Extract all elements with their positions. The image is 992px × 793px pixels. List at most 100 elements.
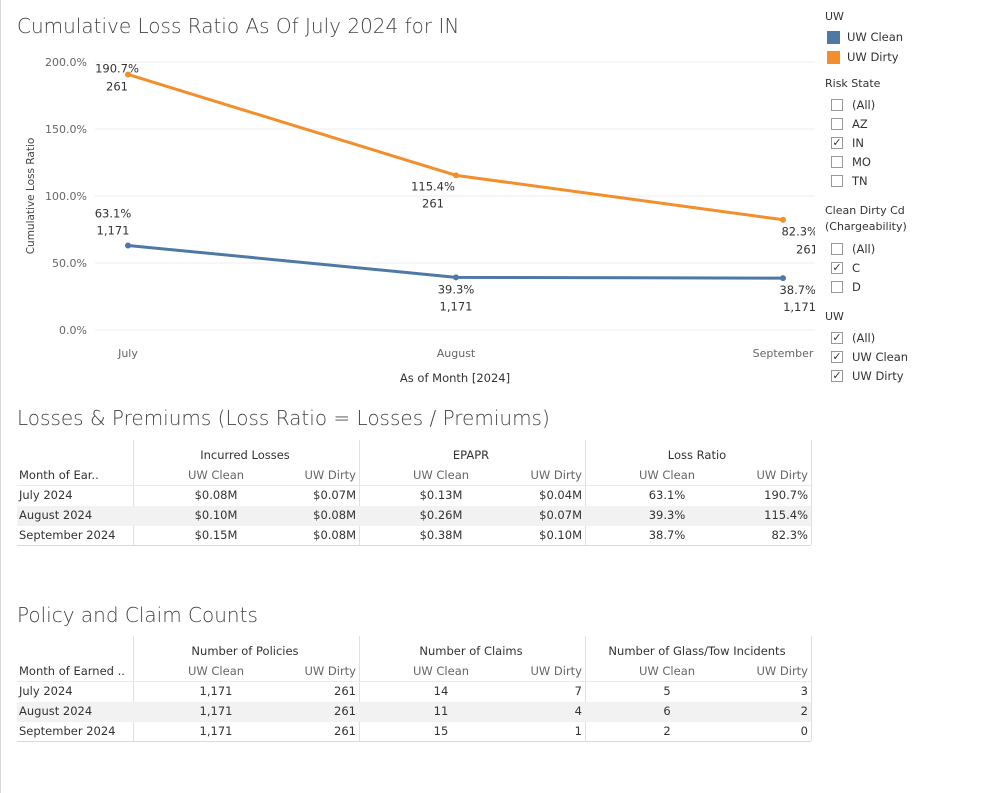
column-separator [359, 636, 360, 741]
losses-cell: $0.08M [313, 528, 356, 542]
risk-state-option-label[interactable]: TN [852, 174, 868, 188]
table2-title: Policy and Claim Counts [17, 603, 258, 627]
counts-group-header: Number of Glass/Tow Incidents [608, 644, 786, 658]
header-rule [17, 681, 811, 682]
x-tick-label: July [117, 347, 138, 360]
header-rule [17, 485, 811, 486]
uw-option-label[interactable]: (All) [852, 331, 876, 345]
data-point [453, 172, 459, 179]
counts-row-month: July 2024 [19, 684, 73, 698]
losses-subheader: UW Dirty [530, 468, 582, 482]
data-label-pct: 63.1% [95, 206, 132, 220]
clean-dirty-checkbox[interactable] [831, 243, 843, 255]
x-tick-label: August [437, 347, 476, 360]
losses-group-header: EPAPR [452, 448, 490, 462]
y-tick-label: 200.0% [45, 56, 87, 69]
losses-subheader: UW Clean [412, 468, 470, 482]
losses-cell: $0.26M [419, 508, 463, 522]
uw-option-label[interactable]: UW Dirty [852, 369, 904, 383]
policy-claim-counts-table: Number of Policies Number of Claims Number… [17, 636, 812, 746]
clean-dirty-option-label[interactable]: D [852, 280, 861, 294]
counts-cell: 1 [574, 724, 582, 738]
losses-subheader: UW Dirty [304, 468, 356, 482]
uw-checkbox[interactable]: ✓ [831, 369, 843, 382]
data-label-pct: 190.7% [95, 61, 139, 75]
counts-subheader: UW Clean [638, 664, 696, 678]
y-tick-label: 0.0% [59, 324, 87, 337]
column-separator [359, 440, 360, 545]
counts-cell: 6 [663, 704, 671, 718]
counts-cell: 1,171 [199, 704, 233, 718]
clean-dirty-checkbox[interactable] [831, 281, 843, 293]
clean-dirty-checkbox[interactable]: ✓ [831, 261, 843, 274]
legend-swatch-clean [827, 31, 840, 44]
losses-row-header: Month of Ear.. [19, 468, 99, 482]
losses-group-header: Incurred Losses [200, 448, 290, 462]
column-separator [585, 636, 586, 741]
legend-label-clean[interactable]: UW Clean [847, 30, 904, 44]
uw-option-label[interactable]: UW Clean [852, 350, 909, 364]
x-tick-label: September [753, 347, 814, 360]
y-tick-label: 100.0% [45, 190, 87, 203]
table-bottom-rule [17, 741, 811, 742]
losses-cell: 39.3% [648, 508, 686, 522]
risk-state-checkbox[interactable] [831, 118, 843, 130]
column-separator [811, 440, 812, 545]
column-separator [811, 636, 812, 741]
counts-subheader: UW Dirty [530, 664, 582, 678]
losses-row-month: July 2024 [19, 488, 73, 502]
clean-dirty-filter-title-line2: (Chargeability) [825, 220, 907, 233]
losses-cell: 115.4% [764, 508, 808, 522]
row-stripe [17, 506, 811, 526]
losses-cell: $0.07M [313, 488, 356, 502]
counts-row-header: Month of Earned .. [19, 664, 125, 678]
risk-state-option-label[interactable]: MO [852, 155, 871, 169]
row-stripe [17, 702, 811, 722]
losses-cell: $0.38M [419, 528, 463, 542]
counts-cell: 7 [574, 684, 582, 698]
risk-state-checkbox[interactable]: ✓ [831, 136, 843, 149]
risk-state-option-label[interactable]: IN [852, 136, 864, 150]
losses-cell: $0.10M [539, 528, 582, 542]
counts-row-month: August 2024 [19, 704, 93, 718]
clean-dirty-option-label[interactable]: (All) [852, 242, 876, 256]
counts-subheader: UW Dirty [756, 664, 808, 678]
y-tick-label: 150.0% [45, 123, 87, 136]
counts-cell: 3 [800, 684, 808, 698]
counts-cell: 14 [433, 684, 449, 698]
y-axis-label: Cumulative Loss Ratio [25, 138, 37, 255]
counts-cell: 4 [574, 704, 582, 718]
losses-premiums-table: Incurred Losses EPAPR Loss Ratio Month of E… [17, 440, 812, 550]
risk-state-option-label[interactable]: AZ [852, 117, 868, 131]
data-label-pct: 82.3% [781, 225, 815, 239]
chart-title: Cumulative Loss Ratio As Of July 2024 fo… [17, 14, 460, 38]
risk-state-option-label[interactable]: (All) [852, 98, 876, 112]
risk-state-checkbox[interactable] [831, 99, 843, 111]
data-point [780, 216, 786, 223]
risk-state-checkbox[interactable] [831, 175, 843, 187]
losses-subheader: UW Clean [638, 468, 696, 482]
counts-subheader: UW Clean [412, 664, 470, 678]
column-separator [133, 636, 134, 741]
losses-row-month: August 2024 [19, 508, 93, 522]
risk-state-checkbox[interactable] [831, 156, 843, 168]
legend-label-dirty[interactable]: UW Dirty [847, 50, 899, 64]
losses-cell: $0.08M [194, 488, 238, 502]
counts-cell: 261 [334, 684, 356, 698]
losses-cell: $0.07M [539, 508, 582, 522]
counts-subheader: UW Clean [187, 664, 245, 678]
uw-checkbox[interactable]: ✓ [831, 350, 843, 363]
legend-title: UW [825, 10, 844, 23]
losses-cell: $0.08M [313, 508, 356, 522]
counts-subheader: UW Dirty [304, 664, 356, 678]
data-label-count: 261 [106, 79, 128, 93]
column-separator [585, 440, 586, 545]
losses-group-header: Loss Ratio [667, 448, 727, 462]
data-point [453, 274, 459, 281]
uw-checkbox[interactable]: ✓ [831, 331, 843, 344]
losses-cell: 190.7% [764, 488, 808, 502]
clean-dirty-option-label[interactable]: C [852, 261, 861, 275]
counts-cell: 261 [334, 704, 356, 718]
data-label-pct: 39.3% [438, 282, 475, 296]
x-axis-label: As of Month [2024] [400, 371, 510, 385]
